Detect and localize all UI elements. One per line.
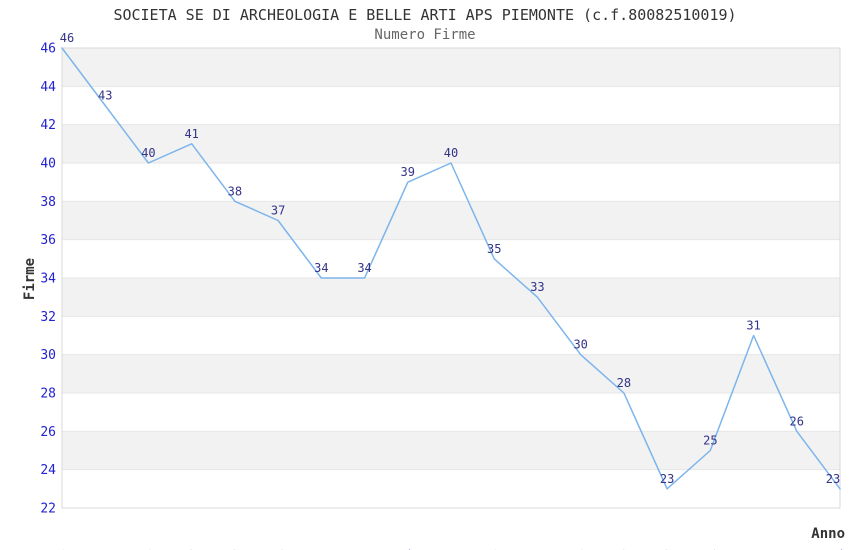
y-tick-label: 34 <box>40 272 56 287</box>
data-label: 26 <box>790 414 804 428</box>
y-tick-label: 28 <box>40 387 56 402</box>
chart-subtitle: Numero Firme <box>374 27 476 43</box>
data-label: 33 <box>530 280 544 294</box>
y-tick-label: 36 <box>40 233 56 248</box>
data-label: 43 <box>98 89 112 103</box>
y-axis-title: Firme <box>22 257 38 301</box>
data-label: 37 <box>271 204 285 218</box>
data-label: 31 <box>746 319 760 333</box>
series-line <box>61 47 841 490</box>
x-tick-label: 2014 <box>401 549 416 550</box>
data-label: 23 <box>826 472 840 486</box>
y-tick-label: 26 <box>40 425 56 440</box>
data-label: 34 <box>357 261 371 275</box>
y-tick-label: 38 <box>40 195 56 210</box>
grid-band <box>62 354 840 393</box>
data-label: 38 <box>228 184 242 198</box>
x-axis-title: Anno <box>811 526 845 542</box>
grid-band <box>62 201 840 240</box>
data-label: 30 <box>573 338 587 352</box>
data-label: 34 <box>314 261 328 275</box>
grid-band <box>62 48 840 87</box>
data-label: 40 <box>444 146 458 160</box>
y-tick-label: 24 <box>40 463 56 478</box>
x-tick-label: 2024 <box>834 549 849 550</box>
y-tick-label: 30 <box>40 348 56 363</box>
y-tick-label: 40 <box>40 157 56 172</box>
data-label: 25 <box>703 434 717 448</box>
data-label: 41 <box>184 127 198 141</box>
grid-band <box>62 431 840 470</box>
y-tick-label: 22 <box>40 502 56 517</box>
y-tick-label: 44 <box>40 80 56 95</box>
data-label: 35 <box>487 242 501 256</box>
chart-title: SOCIETA SE DI ARCHEOLOGIA E BELLE ARTI A… <box>113 6 737 24</box>
y-tick-label: 46 <box>40 42 56 57</box>
grid-band <box>62 278 840 317</box>
data-label: 23 <box>660 472 674 486</box>
y-tick-label: 42 <box>40 118 56 133</box>
data-label: 39 <box>401 165 415 179</box>
data-label: 40 <box>141 146 155 160</box>
plot-border <box>61 47 841 509</box>
y-tick-label: 32 <box>40 310 56 325</box>
data-label: 46 <box>60 31 74 45</box>
data-label: 28 <box>617 376 631 390</box>
